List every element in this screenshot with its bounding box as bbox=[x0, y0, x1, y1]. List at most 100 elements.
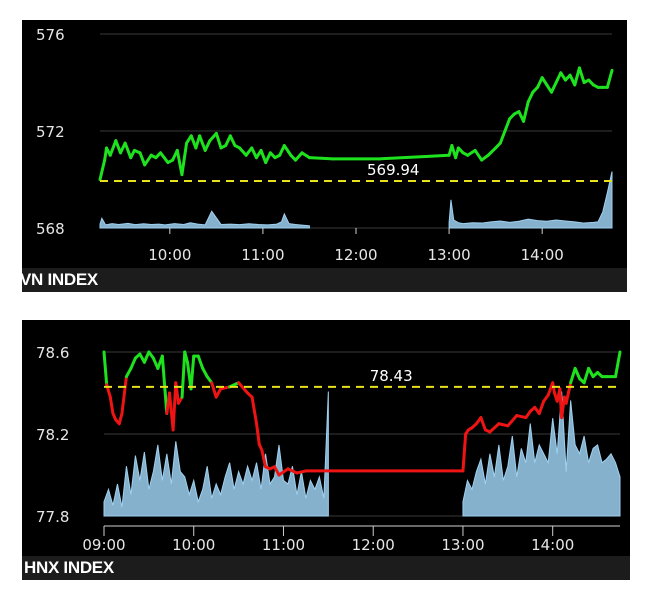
index-line-segment bbox=[201, 366, 209, 379]
x-tick-label: 12:00 bbox=[334, 246, 377, 264]
index-line-segment bbox=[286, 467, 299, 475]
x-tick-label: 10:00 bbox=[148, 246, 191, 264]
index-line-segment bbox=[424, 153, 451, 158]
x-tick-label: 12:00 bbox=[352, 536, 395, 554]
index-line-segment bbox=[503, 117, 512, 133]
index-line-segment bbox=[377, 154, 428, 161]
index-line-segment bbox=[123, 141, 133, 160]
index-line-segment bbox=[278, 144, 286, 157]
volume-area bbox=[99, 210, 310, 229]
index-line-segment bbox=[214, 131, 223, 150]
index-line-segment bbox=[549, 81, 558, 94]
index-line-segment bbox=[189, 354, 196, 391]
index-line-segment bbox=[307, 156, 335, 161]
vn-index-footer: VN INDEX bbox=[20, 268, 627, 292]
x-tick-label: 14:00 bbox=[531, 536, 574, 554]
index-line-segment bbox=[250, 146, 258, 160]
index-line-segment bbox=[577, 66, 586, 84]
index-line-segment bbox=[497, 422, 510, 428]
index-line-segment bbox=[160, 354, 169, 415]
index-line-segment bbox=[282, 144, 293, 157]
index-line-segment bbox=[210, 381, 218, 399]
index-line-segment bbox=[120, 375, 128, 415]
index-line-segment bbox=[117, 412, 124, 426]
index-line-segment bbox=[273, 465, 281, 477]
index-line-segment bbox=[255, 422, 261, 446]
index-line-segment bbox=[260, 448, 268, 469]
y-tick-label: 78.6 bbox=[36, 344, 69, 362]
index-line-segment bbox=[488, 422, 501, 434]
x-tick-label: 13:00 bbox=[441, 536, 484, 554]
index-line-segment bbox=[614, 350, 622, 379]
hnx-index-panel: 78.43 77.8 78.2 78.6 09:00 10:00 11:00 12:00 13:… bbox=[22, 320, 630, 580]
index-line-segment bbox=[486, 146, 498, 157]
y-tick-label: 77.8 bbox=[36, 508, 69, 526]
index-line-segment bbox=[295, 469, 308, 475]
index-line-segment bbox=[264, 151, 272, 165]
index-line-segment bbox=[573, 66, 581, 87]
index-line-segment bbox=[138, 151, 147, 167]
index-line-segment bbox=[473, 148, 484, 162]
vn-index-panel: 569.94 568 572 576 10:00 11:00 12:00 13:00 14:00… bbox=[20, 20, 627, 292]
index-line-segment bbox=[259, 148, 268, 165]
index-line-segment bbox=[219, 385, 232, 391]
index-line-segment bbox=[250, 395, 259, 426]
index-line-segment bbox=[498, 129, 507, 145]
index-line-segment bbox=[142, 350, 151, 364]
y-tick-label: 572 bbox=[36, 123, 65, 141]
index-line-segment bbox=[98, 158, 107, 181]
x-tick-label: 09:00 bbox=[82, 536, 125, 554]
index-line-segment bbox=[582, 366, 591, 385]
index-line-segment bbox=[554, 71, 563, 84]
index-line-segment bbox=[573, 366, 582, 381]
index-line-segment bbox=[143, 153, 153, 167]
index-line-segment bbox=[277, 467, 290, 477]
x-tick-label: 14:00 bbox=[521, 246, 564, 264]
hnx-index-footer: HNX INDEX bbox=[22, 556, 630, 580]
index-line-segment bbox=[461, 432, 468, 473]
x-tick-label: 10:00 bbox=[172, 536, 215, 554]
volume-area bbox=[448, 171, 613, 229]
index-line-segment bbox=[522, 100, 530, 123]
reference-label: 78.43 bbox=[370, 367, 413, 385]
index-line-segment bbox=[479, 416, 487, 432]
index-line-segment bbox=[108, 395, 115, 415]
index-line-segment bbox=[124, 366, 133, 379]
index-line-segment bbox=[237, 381, 250, 395]
index-line-segment bbox=[537, 399, 546, 415]
index-line-segment bbox=[129, 356, 137, 370]
hnx-index-title: HNX INDEX bbox=[24, 558, 114, 577]
index-line-segment bbox=[551, 381, 556, 395]
index-line-segment bbox=[203, 139, 212, 152]
index-line-segment bbox=[228, 134, 237, 148]
reference-label: 569.94 bbox=[367, 161, 420, 179]
index-line-segment bbox=[526, 90, 535, 104]
x-tick-label: 13:00 bbox=[427, 246, 470, 264]
vn-index-chart: 569.94 568 572 576 10:00 11:00 12:00 13:00 14:00 bbox=[36, 26, 614, 264]
index-line-segment bbox=[515, 414, 528, 420]
index-line-segment bbox=[102, 350, 109, 387]
index-line-segment bbox=[536, 76, 544, 89]
index-line-segment bbox=[293, 151, 304, 162]
index-line-segment bbox=[214, 387, 223, 399]
y-tick-label: 576 bbox=[36, 26, 65, 44]
index-line-segment bbox=[183, 350, 189, 364]
x-tick-label: 11:00 bbox=[241, 246, 284, 264]
y-tick-label: 78.2 bbox=[36, 426, 69, 444]
index-line-segment bbox=[196, 354, 205, 370]
index-line-segment bbox=[108, 139, 118, 157]
index-line-segment bbox=[180, 350, 187, 399]
hnx-index-chart: 78.43 77.8 78.2 78.6 09:00 10:00 11:00 12:00 13:… bbox=[36, 344, 622, 554]
index-line-segment bbox=[238, 146, 248, 157]
index-line-segment bbox=[587, 366, 595, 379]
vn-index-title: VN INDEX bbox=[20, 270, 98, 289]
index-line-segment bbox=[605, 68, 614, 89]
index-line-segment bbox=[198, 134, 207, 152]
index-line-segment bbox=[506, 414, 519, 428]
volume-area bbox=[103, 391, 329, 517]
y-tick-label: 568 bbox=[36, 220, 65, 238]
volume-area bbox=[462, 391, 621, 517]
index-line-segment bbox=[180, 141, 189, 177]
index-line-segment bbox=[564, 381, 573, 405]
x-tick-label: 11:00 bbox=[262, 536, 305, 554]
